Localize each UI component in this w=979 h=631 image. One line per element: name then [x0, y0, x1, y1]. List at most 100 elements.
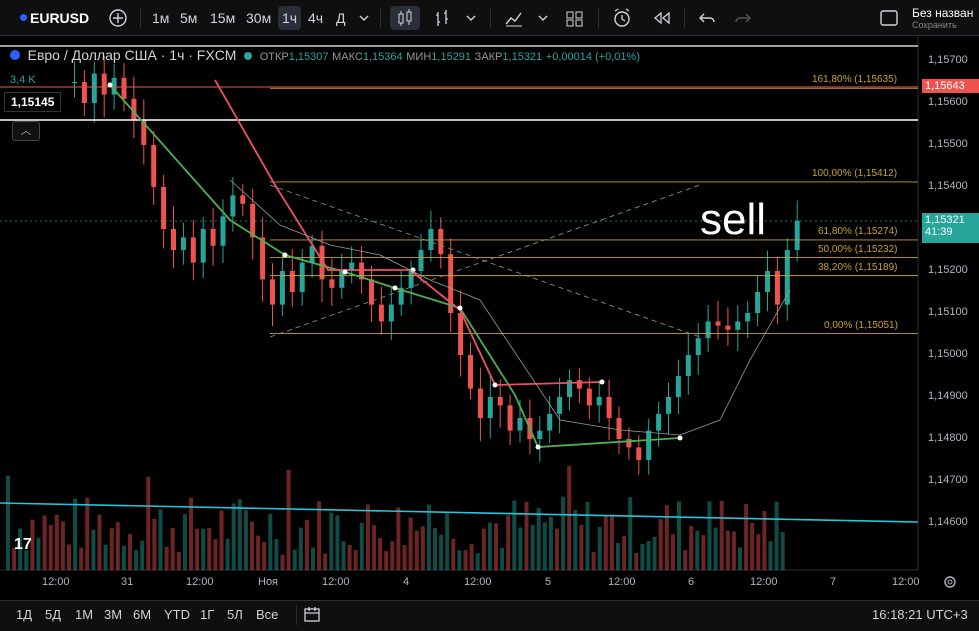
open-value: 1,15307 — [288, 51, 329, 63]
fullscreen-checkbox[interactable] — [878, 6, 900, 30]
candle-body — [666, 397, 671, 414]
red-zigzag — [214, 79, 603, 386]
price-chart[interactable] — [0, 36, 979, 600]
volume-bar — [298, 527, 303, 570]
candle-body — [656, 413, 662, 431]
replay-button[interactable] — [650, 6, 672, 30]
candle-body — [636, 447, 642, 460]
candle-body — [557, 397, 563, 414]
volume-bar — [115, 522, 120, 570]
layout-title: Без назван — [912, 6, 974, 20]
volume-bar — [384, 551, 389, 570]
time-tick: 12:00 — [892, 576, 920, 588]
indicators-dropdown[interactable] — [536, 6, 550, 30]
candle-body — [576, 380, 582, 389]
undo-button[interactable] — [696, 6, 718, 30]
indicators-chart-button[interactable] — [432, 6, 454, 30]
sell-annotation[interactable]: sell — [700, 195, 767, 244]
bars-icon — [436, 10, 448, 26]
volume-bar — [768, 541, 773, 570]
range-ytd[interactable]: YTD — [164, 607, 190, 622]
range-6m[interactable]: 6М — [133, 607, 152, 622]
price-tick: 1,15200 — [928, 264, 968, 276]
candle-body — [388, 304, 394, 322]
time-tick: 5 — [545, 576, 552, 588]
volume-bar — [396, 507, 401, 570]
range-all[interactable]: Все — [256, 607, 279, 622]
volume-bar — [548, 516, 553, 570]
layout-name[interactable]: Без назван Сохранить — [912, 6, 973, 30]
candle-body — [586, 388, 592, 406]
change-value: +0,00014 (+0,01%) — [545, 51, 640, 63]
volume-bar — [707, 501, 712, 570]
clock[interactable]: 16:18:21 UTC+3 — [872, 607, 968, 622]
redo-button[interactable] — [732, 6, 754, 30]
volume-bar — [670, 534, 675, 570]
volume-bar — [585, 502, 590, 570]
add-symbol-button[interactable] — [108, 6, 128, 30]
volume-bar — [323, 553, 328, 570]
candle-body — [131, 98, 137, 120]
volume-bar — [701, 535, 706, 570]
chart-style-dropdown[interactable] — [464, 6, 478, 30]
volume-bar — [744, 503, 749, 570]
timeframe-dropdown[interactable] — [357, 6, 371, 30]
timeframe-4h[interactable]: 4ч — [308, 10, 324, 26]
timeframe-1h[interactable]: 1ч — [278, 6, 302, 30]
price-tick: 1,15100 — [928, 306, 968, 318]
range-1d[interactable]: 1Д — [16, 607, 33, 622]
alarm-clock-icon — [614, 8, 630, 27]
rewind-icon — [653, 11, 670, 25]
volume-bar — [713, 527, 718, 570]
candle-body — [299, 262, 305, 292]
volume-bar — [530, 525, 535, 570]
candle-body — [438, 229, 444, 255]
indicators-button[interactable] — [503, 6, 525, 30]
volume-bar — [256, 535, 261, 570]
alert-button[interactable] — [610, 6, 634, 30]
volume-bar — [189, 497, 193, 570]
timeframe-1m[interactable]: 1м — [152, 10, 170, 26]
timeframe-1d[interactable]: Д — [336, 10, 346, 26]
volume-bar — [616, 542, 620, 570]
fib-level-label: 50,00% (1,15232) — [818, 243, 898, 255]
symbol-search[interactable]: EURUSD — [20, 6, 89, 30]
range-5y[interactable]: 5Л — [227, 607, 243, 622]
range-5d[interactable]: 5Д — [45, 607, 62, 622]
volume-bar — [176, 552, 181, 570]
pivot-point — [677, 435, 683, 441]
range-3m[interactable]: 3М — [104, 607, 123, 622]
volume-bar — [451, 538, 456, 570]
axis-settings-button[interactable] — [942, 574, 958, 593]
range-1m[interactable]: 1М — [75, 607, 94, 622]
volume-bar — [414, 530, 419, 570]
volume-bar — [719, 500, 724, 570]
volume-bar — [250, 521, 254, 570]
chart-type-button[interactable] — [390, 6, 420, 30]
volume-bar — [774, 501, 779, 570]
candle-body — [260, 237, 266, 280]
range-1y[interactable]: 1Г — [200, 607, 215, 622]
divider — [296, 605, 297, 625]
candle-body — [477, 388, 483, 418]
volume-bar — [628, 497, 633, 570]
volume-bar — [18, 528, 23, 570]
date-range-button[interactable] — [302, 604, 322, 627]
candle-body — [547, 413, 553, 431]
volume-bar — [109, 528, 114, 570]
collapse-legend-button[interactable]: ︿ — [12, 121, 40, 141]
volume-bar — [140, 540, 145, 570]
volume-bar — [609, 514, 614, 570]
volume-bar — [280, 554, 285, 570]
timeframe-15m[interactable]: 15м — [210, 10, 236, 26]
volume-bar — [274, 538, 279, 570]
layouts-button[interactable] — [564, 6, 586, 30]
timeframe-5m[interactable]: 5м — [180, 10, 198, 26]
tradingview-logo[interactable]: 17 — [14, 536, 32, 553]
volume-bar — [79, 547, 84, 570]
symbol-flag-icon — [20, 14, 27, 21]
timeframe-30m[interactable]: 30м — [246, 10, 272, 26]
volume-bar — [103, 544, 108, 570]
volume-bar — [182, 514, 187, 570]
candle-body — [616, 418, 622, 439]
